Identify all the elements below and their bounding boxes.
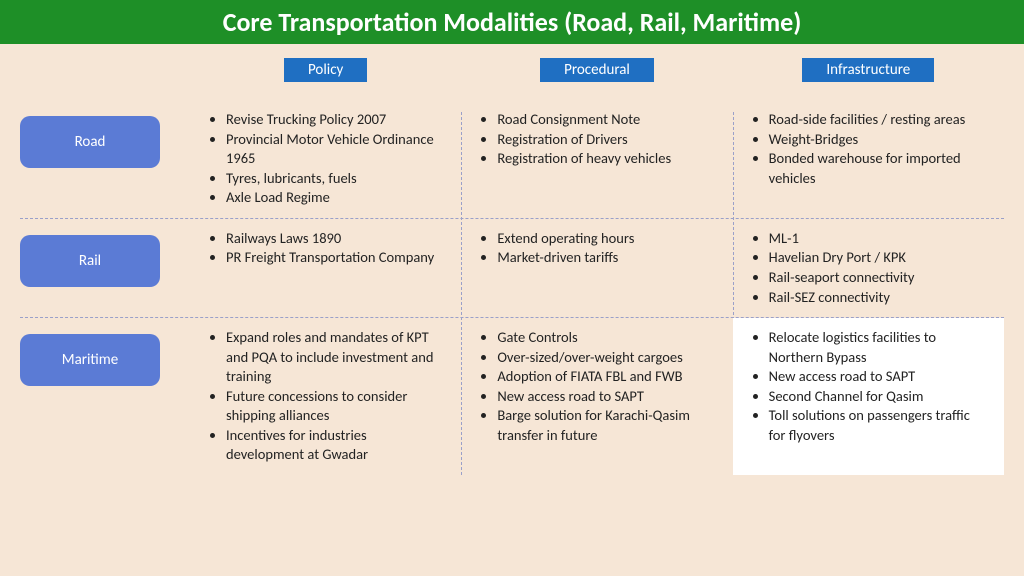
list-item: Over-sized/over-weight cargoes bbox=[497, 348, 714, 368]
cell-road-2: Road-side facilities / resting areasWeig… bbox=[733, 100, 1004, 218]
list-item: New access road to SAPT bbox=[769, 367, 986, 387]
cell-maritime-0: Expand roles and mandates of KPT and PQA… bbox=[190, 318, 461, 475]
cell-rail-2: ML-1Havelian Dry Port / KPKRail-seaport … bbox=[733, 219, 1004, 317]
list-item: Weight-Bridges bbox=[769, 130, 986, 150]
list-item: Bonded warehouse for imported vehicles bbox=[769, 149, 986, 188]
row-label-maritime: Maritime bbox=[20, 334, 160, 386]
list-item: Road-side facilities / resting areas bbox=[769, 110, 986, 130]
cell-maritime-1: Gate ControlsOver-sized/over-weight carg… bbox=[461, 318, 732, 475]
page-title: Core Transportation Modalities (Road, Ra… bbox=[0, 0, 1024, 44]
list-item: Expand roles and mandates of KPT and PQA… bbox=[226, 328, 443, 387]
list-item: Provincial Motor Vehicle Ordinance 1965 bbox=[226, 130, 443, 169]
list-item: Toll solutions on passengers traffic for… bbox=[769, 406, 986, 445]
list-item: Future concessions to consider shipping … bbox=[226, 387, 443, 426]
col-header-procedural: Procedural bbox=[540, 58, 654, 82]
list-item: New access road to SAPT bbox=[497, 387, 714, 407]
cell-maritime-2: Relocate logistics facilities to Norther… bbox=[733, 318, 1004, 475]
list-item: Gate Controls bbox=[497, 328, 714, 348]
col-header-policy: Policy bbox=[284, 58, 367, 82]
row-label-rail: Rail bbox=[20, 235, 160, 287]
list-item: Barge solution for Karachi-Qasim transfe… bbox=[497, 406, 714, 445]
content-area: Policy Procedural Infrastructure Road Rev… bbox=[0, 44, 1024, 576]
row-label-road: Road bbox=[20, 116, 160, 168]
list-item: Rail-seaport connectivity bbox=[769, 268, 986, 288]
list-item: Revise Trucking Policy 2007 bbox=[226, 110, 443, 130]
cell-rail-1: Extend operating hoursMarket-driven tari… bbox=[461, 219, 732, 317]
list-item: Rail-SEZ connectivity bbox=[769, 288, 986, 308]
list-item: ML-1 bbox=[769, 229, 986, 249]
list-item: Relocate logistics facilities to Norther… bbox=[769, 328, 986, 367]
list-item: Incentives for industries development at… bbox=[226, 426, 443, 465]
list-item: Second Channel for Qasim bbox=[769, 387, 986, 407]
cell-road-0: Revise Trucking Policy 2007Provincial Mo… bbox=[190, 100, 461, 218]
list-item: Tyres, lubricants, fuels bbox=[226, 169, 443, 189]
list-item: Havelian Dry Port / KPK bbox=[769, 248, 986, 268]
list-item: Registration of Drivers bbox=[497, 130, 714, 150]
list-item: Axle Load Regime bbox=[226, 188, 443, 208]
list-item: PR Freight Transportation Company bbox=[226, 248, 443, 268]
list-item: Extend operating hours bbox=[497, 229, 714, 249]
col-header-infrastructure: Infrastructure bbox=[802, 58, 934, 82]
matrix-grid: Road Revise Trucking Policy 2007Provincia… bbox=[20, 100, 1004, 475]
column-headers: Policy Procedural Infrastructure bbox=[190, 58, 1004, 82]
list-item: Railways Laws 1890 bbox=[226, 229, 443, 249]
cell-road-1: Road Consignment NoteRegistration of Dri… bbox=[461, 100, 732, 218]
list-item: Road Consignment Note bbox=[497, 110, 714, 130]
list-item: Registration of heavy vehicles bbox=[497, 149, 714, 169]
list-item: Market-driven tariffs bbox=[497, 248, 714, 268]
cell-rail-0: Railways Laws 1890PR Freight Transportat… bbox=[190, 219, 461, 317]
list-item: Adoption of FIATA FBL and FWB bbox=[497, 367, 714, 387]
